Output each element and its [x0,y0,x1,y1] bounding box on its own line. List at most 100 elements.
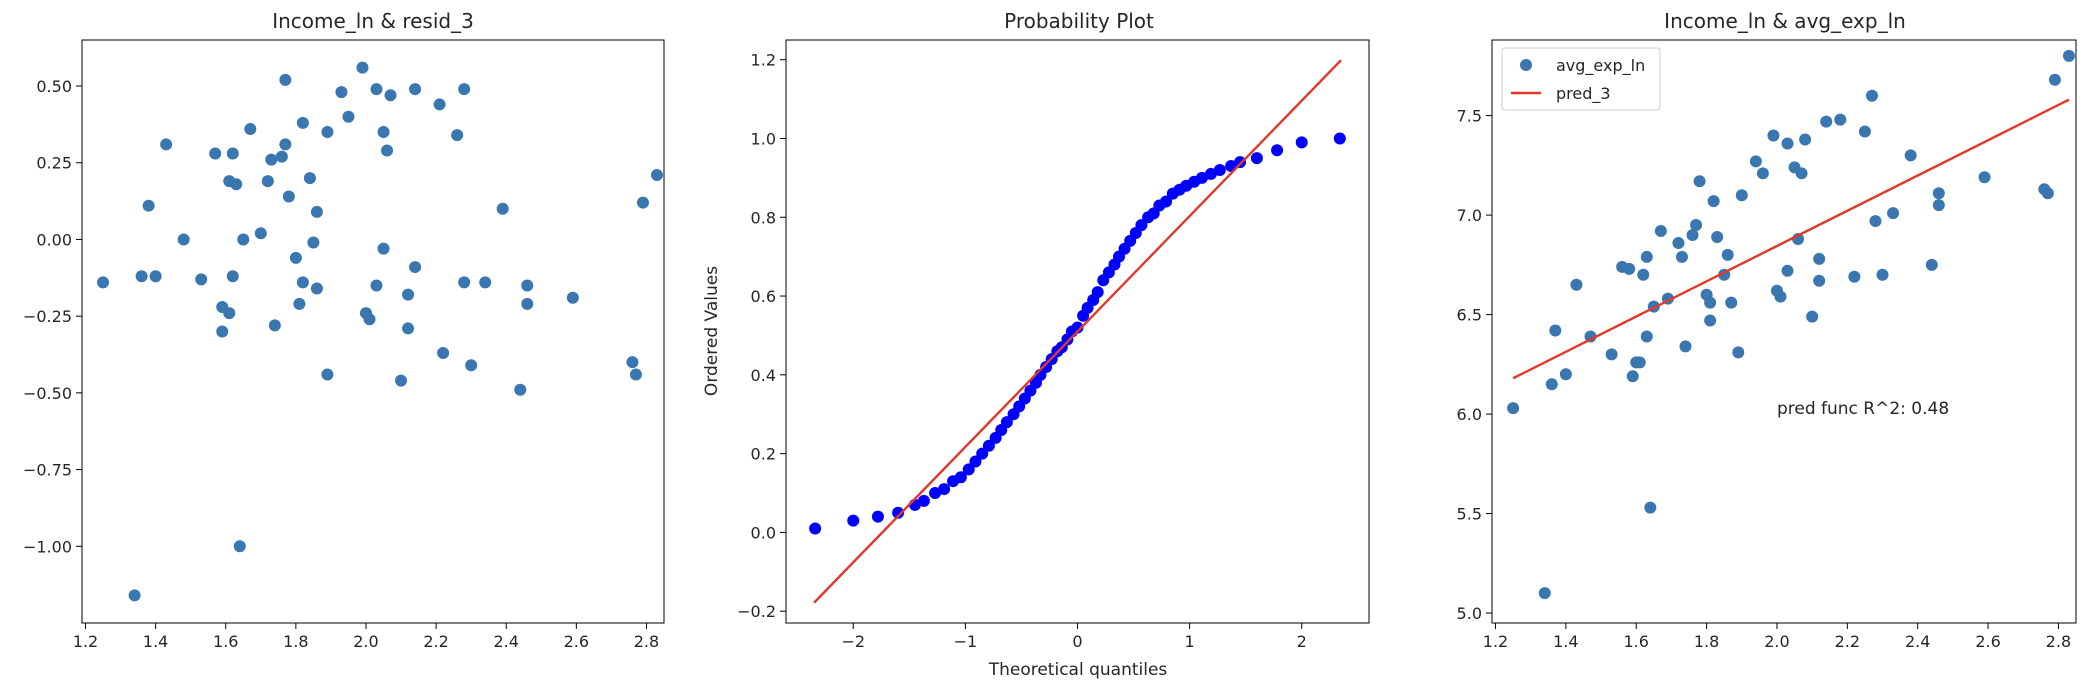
data-point [1679,340,1692,353]
data-point [521,297,534,310]
y-tick-label: 0.00 [36,230,72,249]
x-tick-label: 2.4 [494,632,519,651]
data-point [1250,152,1263,165]
panel3-x-axis: 1.2 1.4 1.6 1.8 2.0 2.2 2.4 2.6 2.8 [1483,623,2071,651]
data-point [1834,113,1847,126]
data-point [514,383,527,396]
x-tick-label: 2.4 [1905,632,1930,651]
data-point [1690,219,1703,232]
data-point [1732,346,1745,359]
y-tick-label: 6.0 [1457,405,1482,424]
data-point [1704,314,1717,327]
data-point [451,129,464,142]
data-point [370,83,383,96]
data-point [1626,370,1639,383]
data-point [1637,268,1650,281]
data-point [1756,167,1769,180]
panel2-title: Probability Plot [1004,9,1154,33]
panel2-y-label: Ordered Values [702,266,722,396]
data-point [261,175,274,188]
data-point [1091,286,1104,299]
y-tick-label: 1.0 [751,129,776,148]
data-point [1295,136,1308,149]
data-point [377,126,390,139]
data-point [293,297,306,310]
data-point [381,144,394,157]
data-point [307,236,320,249]
data-point [1605,348,1618,361]
panel1-points [97,61,663,602]
x-tick-label: 1.2 [73,632,98,651]
y-tick-label: −0.25 [23,307,72,326]
data-point [1633,356,1646,369]
x-tick-label: 2.2 [423,632,448,651]
data-point [1932,199,1945,212]
data-point [650,169,663,182]
data-point [160,138,173,151]
y-tick-label: 7.5 [1457,107,1482,126]
data-point [982,439,995,452]
x-tick-label: 1 [1185,632,1195,651]
data-point [370,279,383,292]
panel2-fit-line [813,59,1342,604]
data-point [209,147,222,160]
data-point [1820,115,1833,128]
data-point [268,319,281,332]
data-point [458,276,471,289]
x-tick-label: 1.6 [213,632,238,651]
data-point [402,288,415,301]
x-tick-label: 1.8 [1694,632,1719,651]
data-point [149,270,162,283]
y-tick-label: 0.25 [36,154,72,173]
data-point [626,356,639,369]
data-point [1686,228,1699,241]
data-point [1711,230,1724,243]
data-point [321,368,334,381]
data-point [1545,378,1558,391]
data-point [1932,187,1945,200]
data-point [437,346,450,359]
panel-income-resid: Income_ln & resid_3 1.2 1.4 1.6 1.8 2.0 2.2 2.… [23,9,665,651]
panel1-title: Income_ln & resid_3 [272,9,474,33]
data-point [976,447,989,460]
data-point [938,483,951,496]
data-point [1749,155,1762,168]
data-point [1549,324,1562,337]
data-point [335,86,348,99]
panel3-annotation: pred func R^2: 0.48 [1777,399,1949,419]
x-tick-label: 1.2 [1483,632,1508,651]
y-tick-label: 5.5 [1457,505,1482,524]
data-point [479,276,492,289]
data-point [847,514,860,527]
data-point [892,506,905,519]
data-point [1570,278,1583,291]
data-point [177,233,190,246]
data-point [1858,125,1871,138]
data-point [962,463,975,476]
data-point [279,138,292,151]
data-point [1640,250,1653,263]
panel3-plot-area [1491,39,2077,624]
x-tick-label: 2.0 [1764,632,1789,651]
x-tick-label: 2.2 [1835,632,1860,651]
panel1-y-axis: −1.00 −0.75 −0.50 −0.25 0.00 0.25 0.50 [23,77,82,556]
data-point [1675,250,1688,263]
panel3-title: Income_ln & avg_exp_ln [1664,9,1906,33]
panel2-x-axis: −2 −1 0 1 2 [841,623,1307,651]
data-point [310,282,323,295]
data-point [1559,368,1572,381]
data-point [1071,321,1084,334]
y-tick-label: 0.8 [751,208,776,227]
data-point [296,276,309,289]
y-tick-label: −0.2 [737,602,776,621]
data-point [402,322,415,335]
data-point [1000,416,1013,429]
data-point [1333,132,1346,145]
data-point [1234,156,1247,169]
x-tick-label: −2 [841,632,865,651]
panel-probability-plot: Probability Plot −2 −1 0 1 2 −0.2 0.0 0.2 0.4 0.… [702,9,1370,680]
data-point [1725,296,1738,309]
data-point [128,589,141,602]
data-point [296,116,309,129]
data-point [1925,258,1938,271]
